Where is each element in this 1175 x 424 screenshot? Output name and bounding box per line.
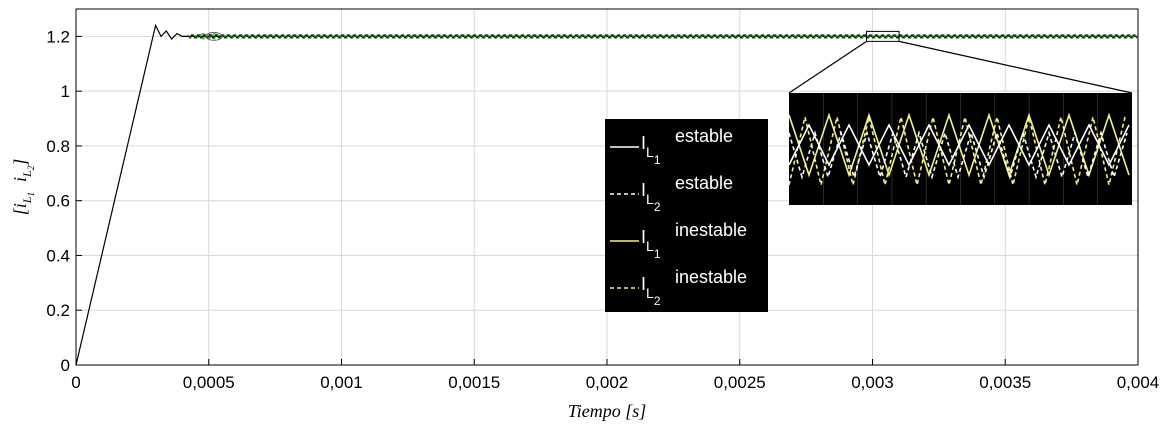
inset-series-il1-estable (788, 123, 1130, 167)
y-tick-label: 0 (61, 356, 70, 375)
zoom-inset (788, 30, 1133, 205)
transient-marker (205, 31, 223, 41)
legend-state-label: estable (675, 126, 733, 146)
svg-text:[iL1iL2]: [iL1iL2] (10, 159, 36, 215)
x-tick-label: 0,004 (1117, 373, 1160, 392)
zoom-window (866, 30, 900, 42)
series-line-4 (195, 32, 1138, 40)
legend-state-label: inestable (675, 220, 747, 240)
y-axis-ticks: 0 0.2 0.4 0.6 0.8 1 1.2 (46, 27, 82, 375)
legend-label: IL2 (641, 180, 661, 214)
y-tick-label: 0.6 (46, 192, 70, 211)
x-tick-label: 0,003 (851, 373, 894, 392)
x-tick-label: 0,0025 (714, 373, 766, 392)
y-tick-label: 0.2 (46, 301, 70, 320)
legend-box (605, 119, 768, 312)
legend: IL1 estable IL2 estable IL1 inestable IL2 inest… (605, 119, 768, 312)
x-axis-title: Tiempo [s] (568, 401, 647, 421)
legend-label: IL1 (641, 227, 661, 261)
zoom-connector-right (898, 40, 1133, 94)
zoom-connector-left (788, 40, 867, 94)
legend-state-label: inestable (675, 267, 747, 287)
ripple-band-black (188, 33, 1138, 39)
inset-series-il2-estable (788, 130, 1128, 180)
legend-label: IL1 (641, 133, 661, 167)
x-tick-label: 0,0035 (979, 373, 1031, 392)
series-layer (75, 23, 1138, 366)
legend-state-label: estable (675, 173, 733, 193)
plot-frame (75, 8, 1139, 366)
y-tick-label: 0.4 (46, 246, 70, 265)
x-tick-label: 0,0015 (448, 373, 500, 392)
x-tick-label: 0,001 (320, 373, 363, 392)
x-tick-label: 0,0005 (183, 373, 235, 392)
x-tick-label: 0 (71, 373, 80, 392)
y-tick-label: 1 (61, 82, 70, 101)
legend-label: IL2 (641, 274, 661, 308)
y-tick-label: 0.8 (46, 137, 70, 156)
y-axis-title: [iL1iL2] (10, 159, 36, 215)
x-axis-ticks: 0 0,0005 0,001 0,0015 0,002 0,0025 0,003 0,0035… (71, 359, 1159, 392)
y-tick-label: 1.2 (46, 27, 70, 46)
x-tick-label: 0,002 (586, 373, 629, 392)
